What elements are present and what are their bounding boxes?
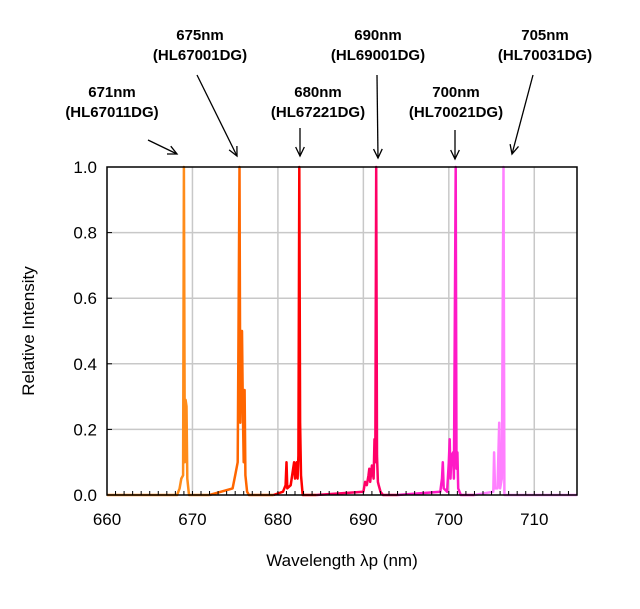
series-line-HL67001DG — [209, 165, 274, 497]
series-line-HL67221DG — [273, 165, 317, 497]
annotation-arrow-shaft — [511, 74, 534, 155]
x-tick-label: 680 — [264, 510, 292, 529]
annotation-wavelength: 680nm — [294, 84, 342, 101]
x-axis-label: Wavelength λp (nm) — [266, 551, 417, 570]
annotation-model: (HL70031DG) — [498, 47, 592, 64]
arrow-head-icon — [450, 149, 460, 161]
x-tick-label: 690 — [349, 510, 377, 529]
x-tick-label: 700 — [435, 510, 463, 529]
series-line-HL70031DG — [474, 165, 577, 497]
y-tick-label: 0.0 — [73, 486, 97, 505]
grid-lines — [107, 167, 577, 495]
y-tick-label: 0.4 — [73, 355, 97, 374]
axis-ticks: 660 670 680 690 700 710 0.0 0.2 0.4 0.6 0.8 1.0 — [73, 158, 569, 529]
series-line-HL69001DG — [316, 165, 398, 497]
annotation-model: (HL67001DG) — [153, 47, 247, 64]
annotation-wavelength: 700nm — [432, 84, 480, 101]
annotation-wavelength: 705nm — [521, 27, 569, 44]
arrow-head-icon — [166, 145, 179, 155]
y-tick-label: 0.8 — [73, 224, 97, 243]
arrow-head-icon — [295, 146, 305, 158]
y-axis-label: Relative Intensity — [19, 266, 38, 396]
y-tick-label: 0.6 — [73, 289, 97, 308]
annotation-wavelength: 671nm — [88, 84, 136, 101]
y-tick-label: 1.0 — [73, 158, 97, 177]
annotation-arrow-shaft — [196, 74, 238, 157]
annotation-arrow-shaft — [376, 74, 379, 159]
series-line-HL70021DG — [397, 165, 475, 497]
arrow-head-icon — [372, 148, 383, 160]
annotations: 671nm (HL67011DG) 675nm (HL67001DG) 680nm (HL… — [65, 27, 592, 161]
annotation-wavelength: 675nm — [176, 27, 224, 44]
annotation-model: (HL69001DG) — [331, 47, 425, 64]
x-tick-label: 710 — [520, 510, 548, 529]
annotation-arrow-shaft — [147, 139, 178, 155]
x-tick-label: 660 — [93, 510, 121, 529]
annotation-model: (HL70021DG) — [409, 104, 503, 121]
arrow-head-icon — [509, 144, 520, 156]
annotation-wavelength: 690nm — [354, 27, 402, 44]
annotation-model: (HL67011DG) — [65, 104, 158, 121]
arrow-head-icon — [228, 145, 238, 158]
y-tick-label: 0.2 — [73, 420, 97, 439]
annotation-model: (HL67221DG) — [271, 104, 365, 121]
series-line-HL67011DG — [107, 165, 210, 497]
series-group — [107, 165, 577, 497]
plot-frame — [106, 166, 578, 496]
x-tick-label: 670 — [178, 510, 206, 529]
